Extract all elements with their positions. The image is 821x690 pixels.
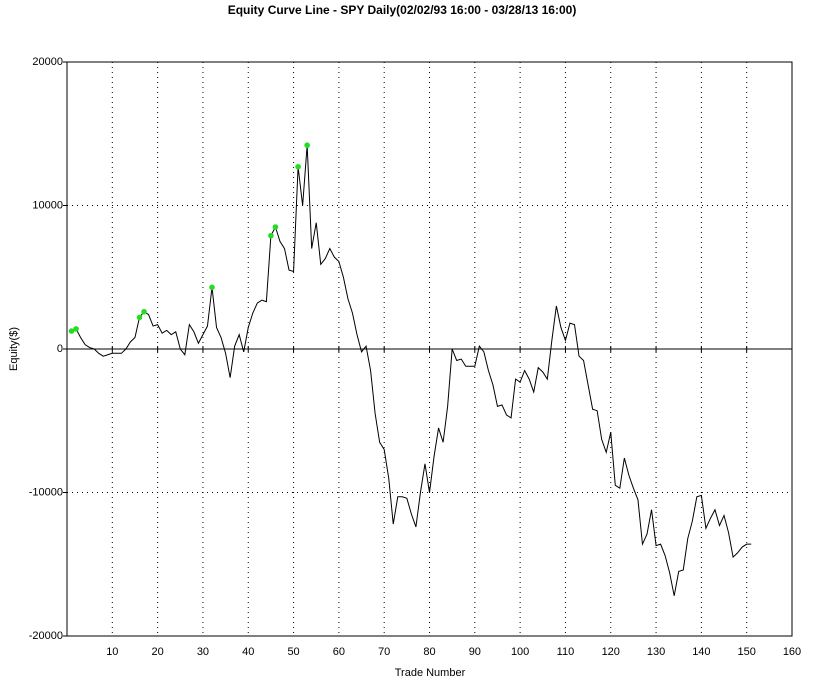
new-high-marker: [304, 142, 310, 149]
x-tick-label: 50: [287, 646, 299, 658]
new-high-marker: [272, 224, 279, 230]
chart-title: Equity Curve Line - SPY Daily(02/02/93 1…: [228, 3, 577, 17]
y-tick-label: 0: [57, 343, 63, 355]
x-tick-label: 60: [333, 646, 345, 658]
y-tick-label: -10000: [29, 486, 63, 498]
x-tick-label: 80: [423, 646, 435, 658]
x-axis-label: Trade Number: [395, 667, 466, 679]
y-tick-label: 10000: [32, 199, 63, 211]
new-high-marker: [209, 284, 215, 291]
new-high-marker: [136, 314, 143, 321]
x-tick-label: 10: [106, 646, 118, 658]
equity-line: [71, 145, 752, 596]
new-high-marker: [295, 163, 301, 170]
new-high-marker: [73, 326, 79, 332]
new-high-marker: [141, 308, 147, 315]
y-tick-label: -20000: [29, 630, 63, 642]
new-high-marker: [68, 328, 75, 334]
x-tick-label: 130: [647, 646, 665, 658]
x-tick-label: 120: [602, 646, 620, 658]
x-tick-label: 160: [783, 646, 801, 658]
y-tick-label: 20000: [32, 56, 63, 68]
x-tick-label: 70: [378, 646, 390, 658]
x-tick-label: 140: [692, 646, 710, 658]
x-tick-label: 100: [511, 646, 529, 658]
x-tick-label: 90: [469, 646, 481, 658]
x-tick-label: 40: [242, 646, 254, 658]
x-tick-label: 20: [152, 646, 164, 658]
x-tick-label: 110: [557, 646, 575, 658]
y-axis-label: Equity($): [8, 327, 20, 371]
new-high-marker: [268, 232, 274, 239]
x-tick-label: 30: [197, 646, 209, 658]
x-tick-label: 150: [738, 646, 756, 658]
